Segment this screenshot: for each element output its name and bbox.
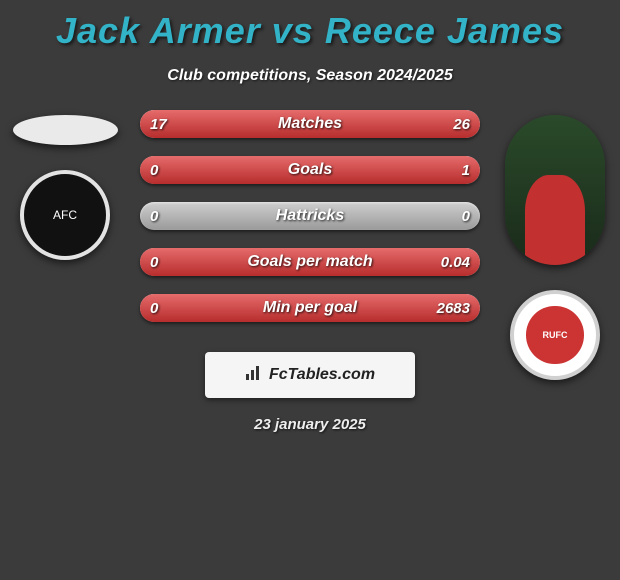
club-badge-label: AFC <box>53 208 77 222</box>
player1-club-badge: AFC <box>20 170 110 260</box>
chart-icon <box>245 365 263 386</box>
stat-label: Min per goal <box>140 294 480 322</box>
stat-bar: 01Goals <box>140 156 480 184</box>
left-player-column: AFC <box>10 115 120 260</box>
comparison-date: 23 january 2025 <box>0 416 620 433</box>
stat-label: Goals <box>140 156 480 184</box>
comparison-title: Jack Armer vs Reece James <box>0 0 620 52</box>
stat-label: Hattricks <box>140 202 480 230</box>
stat-label: Goals per match <box>140 248 480 276</box>
player1-placeholder <box>13 115 118 145</box>
stat-bar: 02683Min per goal <box>140 294 480 322</box>
player2-club-badge: RUFC <box>510 290 600 380</box>
comparison-subtitle: Club competitions, Season 2024/2025 <box>0 67 620 85</box>
stat-bar: 00Hattricks <box>140 202 480 230</box>
right-player-column: RUFC <box>500 115 610 380</box>
club-badge-label: RUFC <box>526 306 583 363</box>
stat-bar: 1726Matches <box>140 110 480 138</box>
stat-label: Matches <box>140 110 480 138</box>
fctables-watermark: FcTables.com <box>205 352 415 398</box>
stat-bar: 00.04Goals per match <box>140 248 480 276</box>
fctables-label: FcTables.com <box>269 366 375 384</box>
player2-photo <box>505 115 605 265</box>
